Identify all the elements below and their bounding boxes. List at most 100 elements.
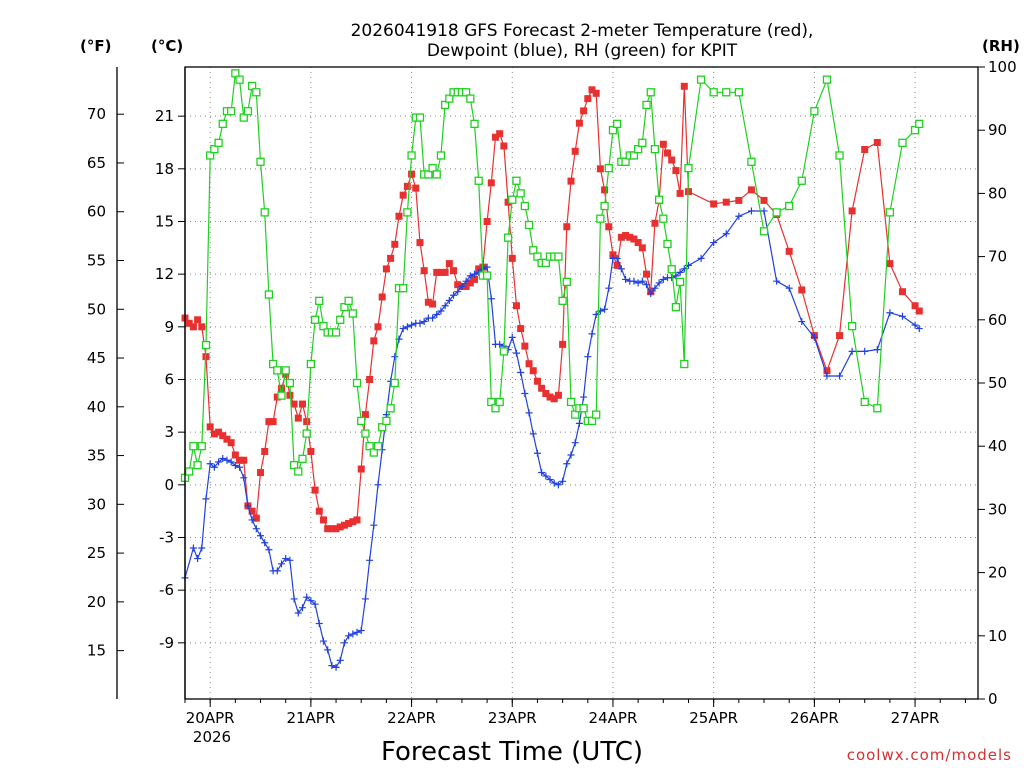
rh-point [810,107,819,116]
temperature-point [424,298,432,306]
rh-point [252,88,261,97]
rh-point [659,214,668,223]
temperature-point [353,516,361,524]
rh-point [294,467,303,476]
x-axis-year-label: 2026 [193,728,231,746]
dewpoint-point [248,516,256,524]
temperature-point [206,423,214,431]
dewpoint-point [672,272,680,280]
rh-point [633,145,643,154]
celsius-tick-label: -6 [159,581,174,599]
rh-point [759,227,769,236]
rh-point [772,208,781,217]
dewpoint-point [303,593,311,601]
dewpoint-point [433,311,441,319]
dewpoint-series [181,207,923,671]
temperature-point [231,451,239,459]
temperature-point [659,140,667,148]
rh-tick-label: 100 [988,58,1017,76]
dewpoint-point [374,481,382,489]
rh-point [596,214,605,223]
rh-point [210,145,219,154]
dewpoint-point [651,284,659,292]
temperature-point [915,307,923,315]
series-layer [180,69,924,671]
dewpoint-point [194,555,202,563]
temperature-point [236,456,244,464]
rh-point [415,113,425,122]
fahrenheit-tick-label: 30 [87,495,106,513]
rh-point [193,461,202,470]
dewpoint-point [223,456,231,464]
rh-point [654,195,664,204]
temperature-point [638,244,646,252]
x-axis-tick-label: 25APR [689,709,738,727]
dewpoint-point [215,458,223,466]
fahrenheit-axis: 15 20 25 30 35 40 45 50 55 60 65 70 [87,67,124,699]
dewpoint-point [630,277,638,285]
fahrenheit-tick-label: 45 [87,349,106,367]
dewpoint-point [580,393,588,401]
dewpoint-point [622,275,630,283]
rh-point [310,315,320,324]
rh-point [663,239,672,249]
dewpoint-point [227,458,235,466]
temperature-point [437,268,445,276]
temperature-point [672,167,680,175]
dewpoint-point [429,314,437,322]
dewpoint-point [416,319,424,327]
x-axis-tick-label: 24APR [589,709,638,727]
temperature-point [408,170,416,178]
plot-frame [184,66,979,700]
dewpoint-point [571,439,579,447]
fahrenheit-tick-label: 50 [87,300,106,318]
temperature-point [898,288,906,296]
dewpoint-point [336,656,344,664]
rh-point [239,113,248,122]
dewpoint-point [328,662,336,670]
fahrenheit-tick-label: 25 [87,544,106,562]
temperature-point [319,516,327,524]
temperature-point [823,367,831,375]
rh-point [390,378,399,388]
temperature-point [567,177,575,185]
temperature-point [668,156,676,164]
temperature-point [559,340,567,348]
rh-point [470,119,479,129]
dewpoint-point [643,281,651,289]
x-axis-tick-label: 21APR [286,709,335,727]
rh-point [369,448,378,457]
temperature-point [550,395,558,403]
dewpoint-point [529,430,537,438]
dewpoint-point [458,282,466,290]
temperature-point [525,360,533,368]
temperature-point [412,184,420,192]
rh-point [474,176,483,185]
dewpoint-point [613,254,621,262]
dewpoint-point [517,368,525,376]
temperature-point [391,240,399,248]
rh-point [499,347,509,356]
rh-point [315,296,324,305]
dewpoint-point [634,279,642,287]
temperature-point [512,302,520,310]
temperature-point [605,223,613,231]
temperature-point [588,86,596,94]
rh-point [227,107,236,116]
temperature-point [257,469,265,477]
rh-point [579,404,588,413]
temperature-point [315,507,323,515]
dewpoint-point [231,462,239,470]
temperature-point [504,198,512,206]
dewpoint-point [441,302,449,310]
rh-point [357,416,366,426]
temperature-point [387,254,395,262]
rh-point [399,284,408,293]
celsius-axis-unit: (°C) [151,37,183,55]
rh-point [428,163,437,173]
x-axis: 20APR 21APR 22APR 23APR 24APR 25APR 26APR 27APR [184,699,966,727]
rh-series [180,69,924,482]
rh-point [684,163,693,173]
temperature-point [601,186,609,194]
dewpoint-point [567,451,575,459]
